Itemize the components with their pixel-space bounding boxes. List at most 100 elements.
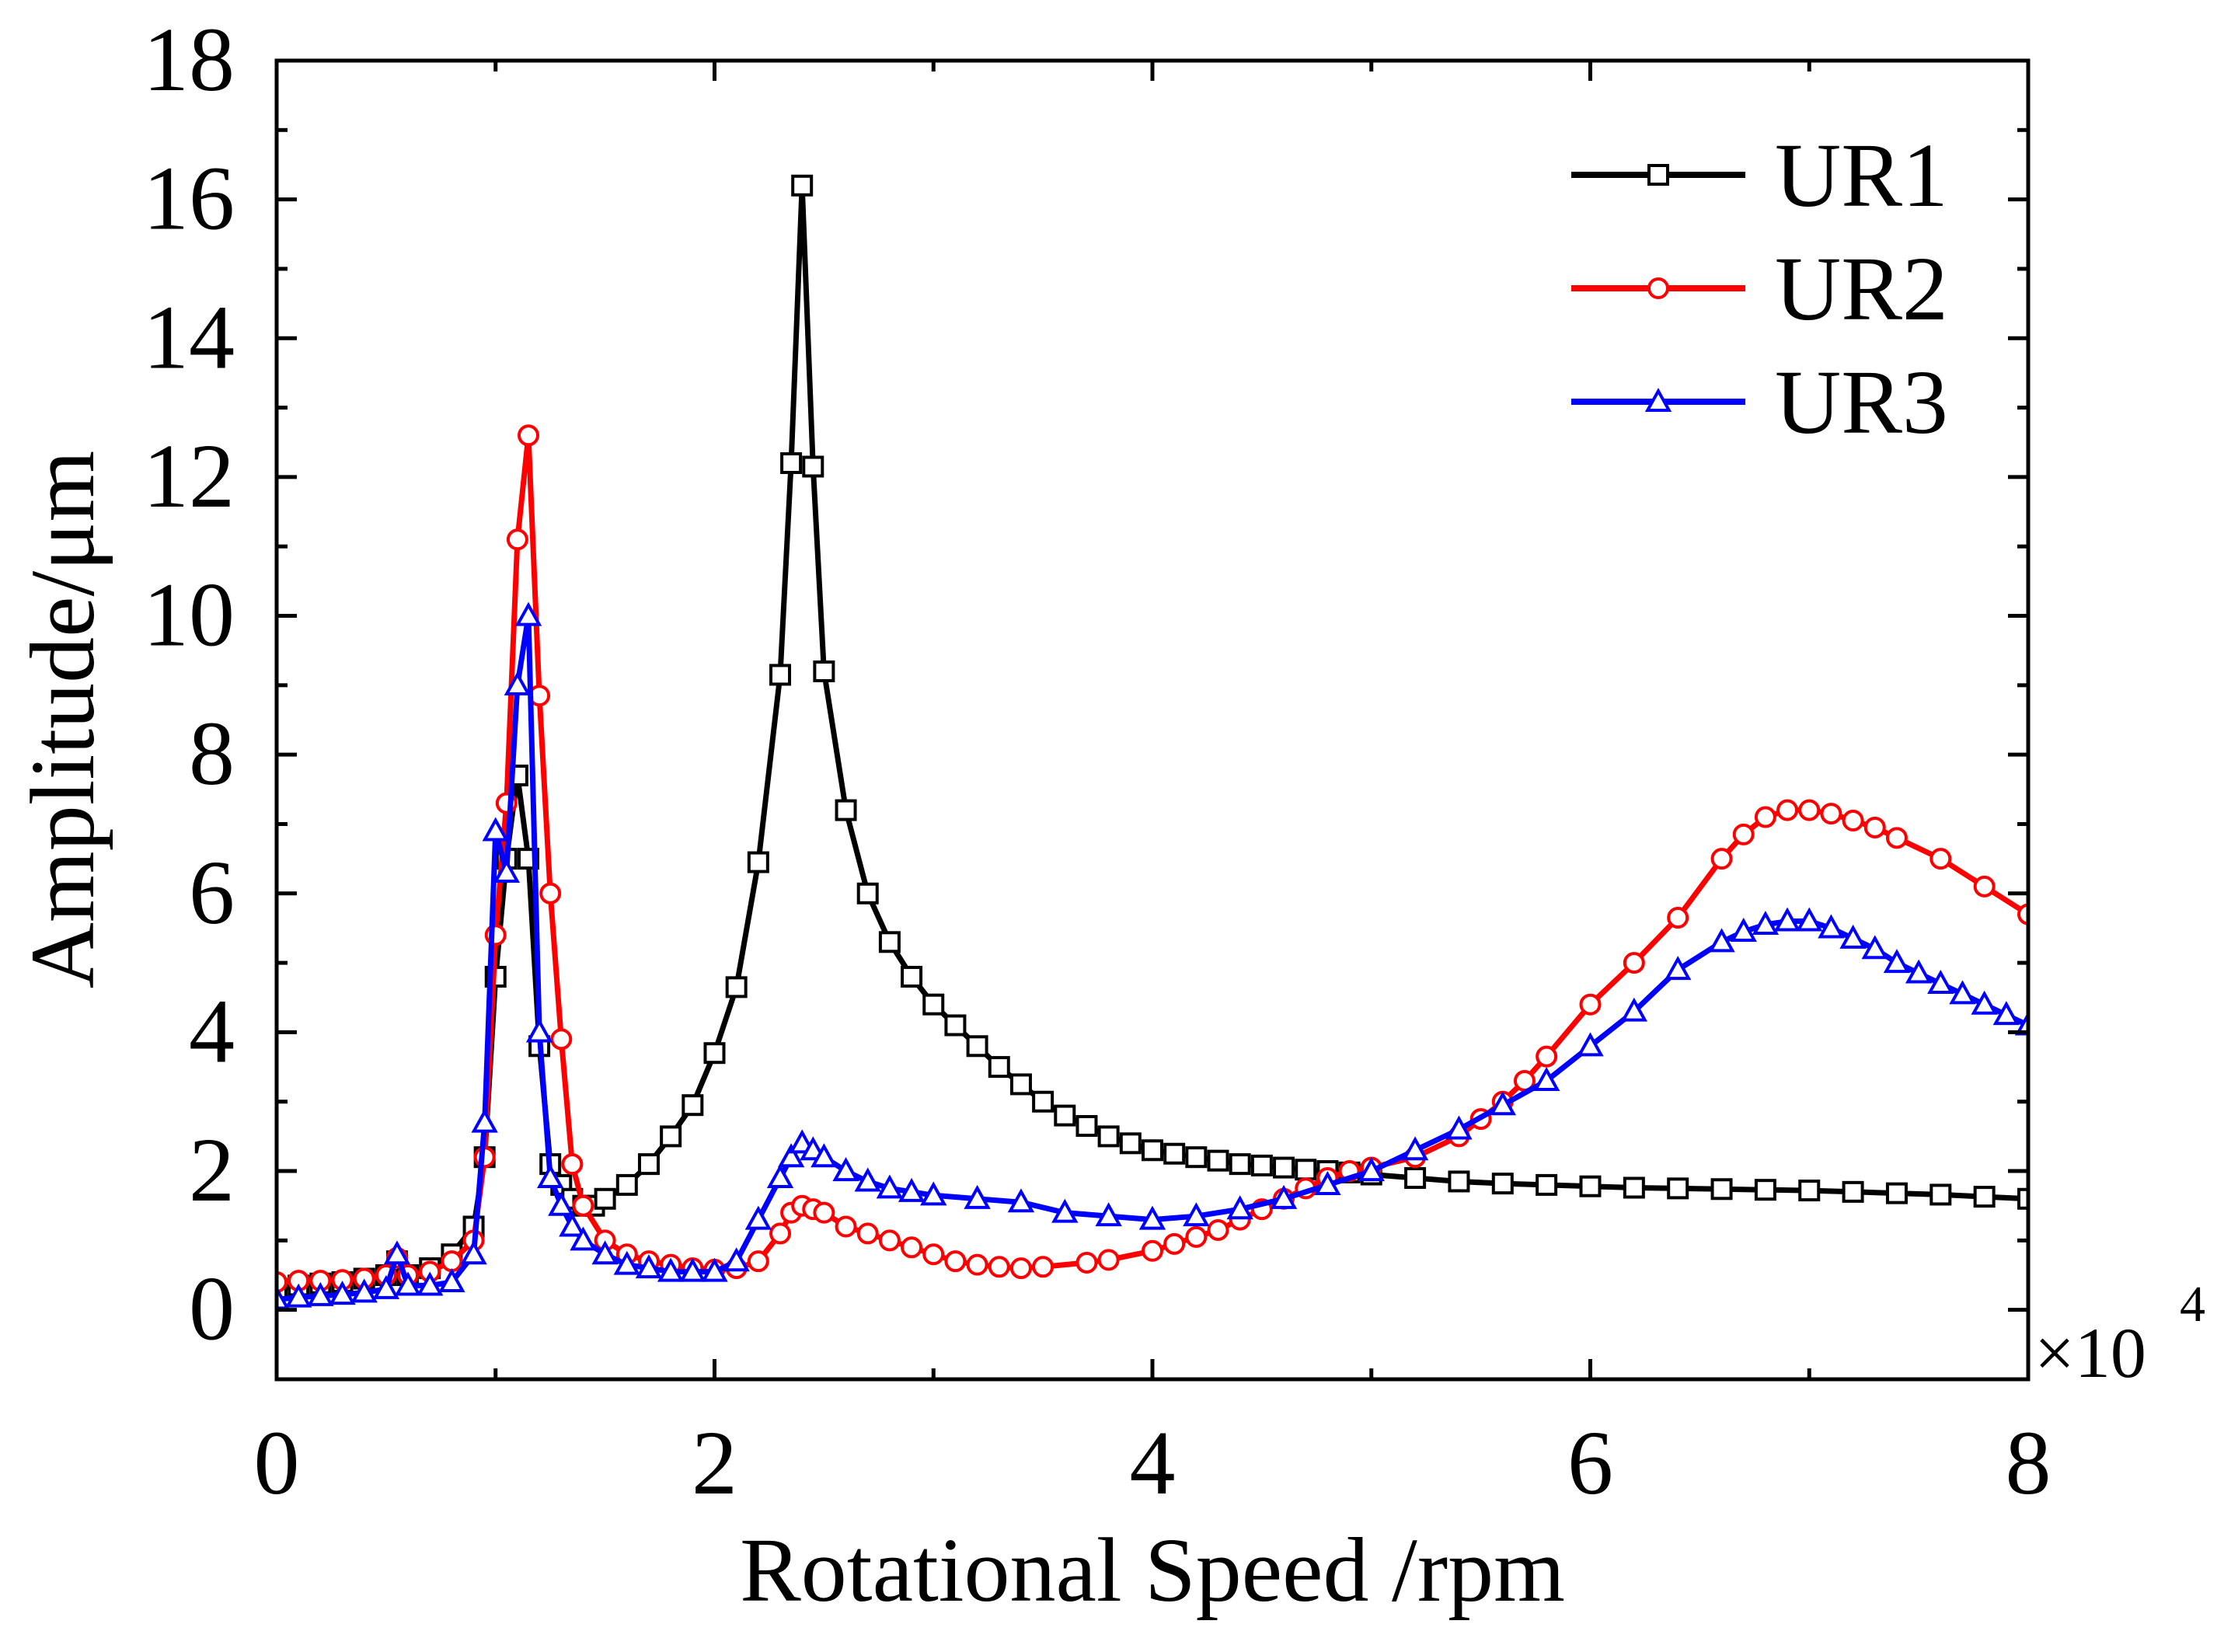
data-point-ur3 <box>1577 1032 1604 1057</box>
data-point-ur2 <box>2017 903 2028 925</box>
data-point-ur3 <box>876 1174 904 1199</box>
data-point-ur1 <box>1710 1178 1733 1201</box>
data-point-ur3 <box>2014 1011 2028 1036</box>
data-point-ur1 <box>1250 1154 1273 1176</box>
x-multiplier-exponent: 4 <box>2180 1276 2205 1333</box>
data-point-ur3 <box>898 1177 926 1202</box>
data-point-ur3 <box>1489 1091 1516 1116</box>
data-point-ur2 <box>1623 952 1645 974</box>
data-point-ur2 <box>1973 875 1996 897</box>
data-point-ur1 <box>966 1035 988 1058</box>
data-point-ur3 <box>383 1240 411 1265</box>
data-point-ur2 <box>1798 799 1821 821</box>
data-point-ur2 <box>878 1229 901 1252</box>
data-point-ur3 <box>504 671 532 695</box>
data-point-ur1 <box>1075 1114 1098 1137</box>
data-point-ur3 <box>284 1283 312 1308</box>
data-point-ur3 <box>701 1257 728 1282</box>
data-point-ur2 <box>1009 1257 1032 1280</box>
data-point-ur2 <box>966 1253 988 1276</box>
legend-marker <box>1647 277 1669 299</box>
x-tick-label: 8 <box>2006 1412 2052 1514</box>
y-tick-label: 18 <box>143 9 235 110</box>
data-point-ur3 <box>1007 1188 1035 1213</box>
data-point-ur3 <box>1270 1184 1298 1209</box>
data-point-ur2 <box>988 1256 1010 1278</box>
data-point-ur3 <box>854 1167 881 1192</box>
data-point-ur1 <box>878 931 901 953</box>
data-point-ur1 <box>725 976 748 999</box>
data-point-ur3 <box>1992 1001 2020 1026</box>
data-point-ur1 <box>1054 1104 1076 1127</box>
data-point-ur1 <box>1404 1166 1427 1189</box>
data-point-ur2 <box>1032 1256 1055 1278</box>
data-point-ur1 <box>1798 1180 1821 1202</box>
data-point-ur2 <box>561 1153 584 1176</box>
data-point-ur3 <box>1401 1136 1429 1161</box>
data-point-ur1 <box>682 1094 704 1117</box>
data-point-ur2 <box>901 1236 923 1259</box>
data-point-ur2 <box>1776 799 1799 821</box>
data-point-ur3 <box>1839 924 1867 949</box>
y-tick-label: 0 <box>189 1258 235 1360</box>
data-point-ur3 <box>482 817 509 842</box>
data-point-ur3 <box>1818 914 1845 939</box>
x-tick-label: 6 <box>1567 1412 1613 1514</box>
x-tick-label: 0 <box>254 1412 300 1514</box>
data-point-ur2 <box>813 1201 835 1224</box>
legend-label: UR2 <box>1775 238 1948 340</box>
data-point-ur2 <box>441 1250 463 1273</box>
data-point-ur1 <box>835 799 857 821</box>
data-point-ur3 <box>1883 949 1911 974</box>
data-point-ur1 <box>1973 1186 1996 1208</box>
data-point-ur1 <box>988 1056 1010 1079</box>
data-point-ur3 <box>460 1240 487 1265</box>
legend-item-ur3: UR3 <box>1571 351 1948 453</box>
data-point-ur2 <box>1842 810 1864 832</box>
data-point-ur3 <box>766 1164 794 1189</box>
data-point-ur3 <box>920 1181 947 1206</box>
data-point-ur1 <box>802 455 824 478</box>
y-tick-label: 4 <box>189 980 235 1082</box>
data-point-ur3 <box>1051 1198 1079 1223</box>
data-point-ur2 <box>506 528 528 551</box>
data-point-ur3 <box>1796 907 1823 932</box>
data-point-ur3 <box>1138 1205 1166 1230</box>
data-point-ur3 <box>1183 1202 1210 1227</box>
y-tick-label: 12 <box>143 425 235 527</box>
series-ur3 <box>277 601 2028 1310</box>
data-point-ur3 <box>635 1254 663 1279</box>
legend: UR1 UR2 UR3 <box>1571 124 1948 453</box>
data-point-ur1 <box>1885 1182 1908 1204</box>
data-point-ur2 <box>835 1215 857 1238</box>
data-point-ur3 <box>1532 1067 1560 1091</box>
data-point-ur3 <box>307 1281 334 1306</box>
data-point-ur2 <box>277 1270 288 1293</box>
series-layer <box>277 174 2028 1310</box>
data-point-ur3 <box>1927 969 1954 994</box>
data-point-ur3 <box>832 1157 859 1182</box>
data-point-ur2 <box>1667 907 1689 929</box>
data-point-ur1 <box>1491 1173 1514 1195</box>
data-point-ur3 <box>350 1278 378 1303</box>
data-point-ur3 <box>1095 1202 1122 1227</box>
data-point-ur1 <box>1009 1073 1032 1096</box>
data-point-ur2 <box>1097 1249 1120 1271</box>
data-point-ur1 <box>703 1042 726 1065</box>
data-point-ur2 <box>856 1222 879 1245</box>
data-point-ur1 <box>1119 1132 1142 1155</box>
data-point-ur1 <box>769 664 792 686</box>
y-tick-label: 8 <box>189 702 235 804</box>
data-point-ur1 <box>660 1125 682 1148</box>
data-point-ur1 <box>922 993 945 1016</box>
data-point-ur3 <box>1905 959 1933 984</box>
data-point-ur2 <box>747 1250 769 1273</box>
data-point-ur2 <box>518 424 540 447</box>
data-point-ur1 <box>1207 1149 1229 1172</box>
data-point-ur1 <box>856 882 879 904</box>
x-tick-label: 4 <box>1130 1412 1176 1514</box>
data-point-ur3 <box>329 1281 356 1305</box>
data-point-ur3 <box>277 1285 291 1310</box>
data-point-ur2 <box>1710 848 1733 870</box>
legend-marker <box>1644 388 1672 413</box>
